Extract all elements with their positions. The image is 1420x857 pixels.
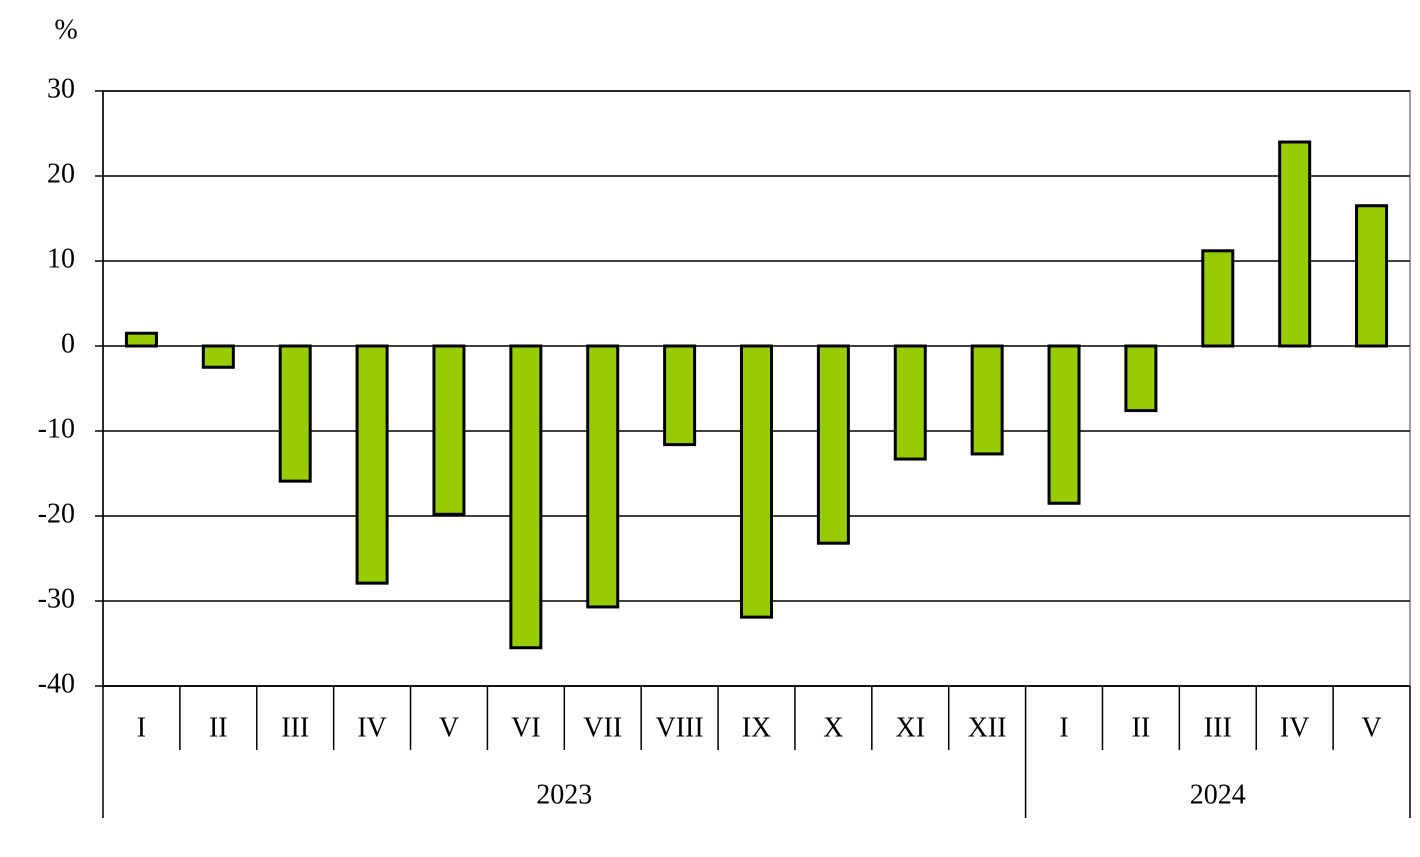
bar: [816, 344, 850, 545]
bar: [893, 344, 927, 461]
bar: [201, 344, 235, 369]
bar: [509, 344, 543, 650]
x-tick-label: I: [137, 712, 146, 743]
y-tick-label: -40: [38, 668, 75, 699]
y-tick-label: 20: [47, 158, 75, 189]
bar: [1355, 204, 1389, 348]
bar: [663, 344, 697, 447]
x-tick-label: IV: [1280, 712, 1310, 743]
x-tick-label: I: [1059, 712, 1068, 743]
bar: [1047, 344, 1081, 505]
bar: [432, 344, 466, 516]
bar: [586, 344, 620, 609]
bar: [1124, 344, 1158, 413]
y-tick-label: 10: [47, 243, 75, 274]
x-tick-label: III: [281, 712, 309, 743]
x-tick-label: IV: [357, 712, 387, 743]
x-tick-label: IX: [742, 712, 772, 743]
y-tick-label: -30: [38, 583, 75, 614]
x-tick-label: X: [823, 712, 843, 743]
y-tick-label: -20: [38, 498, 75, 529]
x-tick-label: III: [1204, 712, 1232, 743]
group-label: 2023: [536, 779, 592, 810]
bar: [740, 344, 773, 619]
x-tick-label: V: [1361, 712, 1381, 743]
x-tick-label: V: [439, 712, 459, 743]
x-tick-label: VI: [511, 712, 541, 743]
bar: [970, 344, 1004, 456]
y-tick-label: -10: [38, 413, 75, 444]
x-tick-label: XII: [968, 712, 1007, 743]
x-tick-label: VII: [583, 712, 622, 743]
x-tick-label: II: [1132, 712, 1151, 743]
bar: [1278, 140, 1312, 348]
y-axis-label: %: [54, 14, 77, 45]
x-tick-label: II: [209, 712, 228, 743]
bar: [1201, 249, 1235, 348]
bar: [124, 331, 158, 348]
y-tick-label: 30: [47, 73, 75, 104]
y-tick-label: 0: [61, 328, 75, 359]
x-tick-label: XI: [895, 712, 925, 743]
bar: [355, 344, 389, 585]
bar: [278, 344, 312, 483]
group-label: 2024: [1190, 779, 1246, 810]
x-tick-label: VIII: [656, 712, 704, 743]
